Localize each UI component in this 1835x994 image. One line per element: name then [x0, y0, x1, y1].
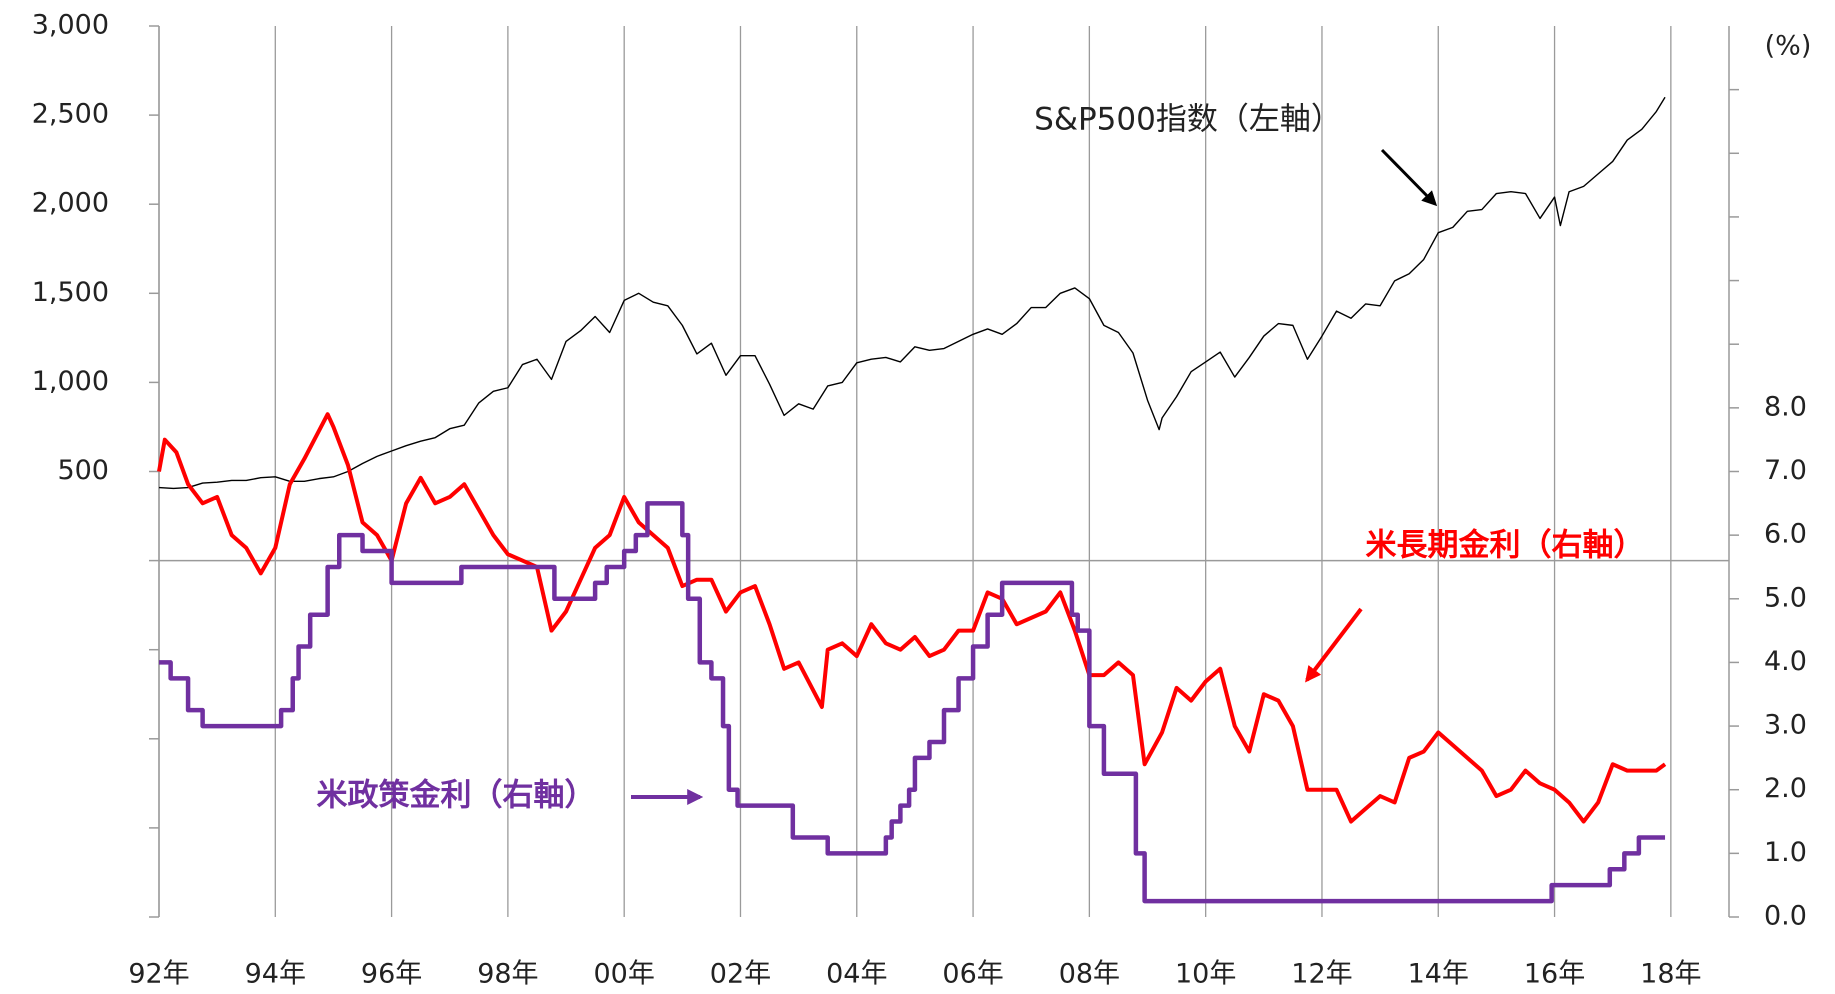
annotation-arrow [1380, 148, 1438, 207]
labels: (%) S&P500指数（左軸） 米長期金利（右軸） 米政策金利（右軸） 92年… [32, 10, 1812, 990]
y-tick-label: 500 [57, 455, 109, 486]
y2-tick-label: 5.0 [1764, 582, 1807, 613]
series-line [159, 501, 1666, 904]
y-tick-label: 3,000 [32, 10, 109, 41]
annotation-arrow [1305, 607, 1363, 683]
y2-tick-label: 7.0 [1764, 455, 1807, 486]
y2-tick-label: 1.0 [1764, 837, 1807, 868]
series-line [158, 96, 1666, 490]
y2-tick-label: 3.0 [1764, 710, 1807, 741]
x-tick-label: 10年 [1175, 959, 1236, 990]
grid [149, 25, 1739, 918]
x-tick-label: 06年 [942, 959, 1003, 990]
y2-tick-label: 8.0 [1764, 391, 1807, 422]
yield-annotation: 米長期金利（右軸） [1366, 528, 1645, 564]
x-tick-label: 94年 [245, 959, 306, 990]
x-tick-label: 04年 [826, 959, 887, 990]
y-tick-label: 2,000 [32, 188, 109, 219]
x-tick-label: 16年 [1524, 959, 1585, 990]
y2-tick-label: 4.0 [1764, 646, 1807, 677]
x-tick-label: 08年 [1059, 959, 1120, 990]
x-tick-label: 18年 [1640, 959, 1701, 990]
x-tick-label: 00年 [594, 959, 655, 990]
y-tick-label: 2,500 [32, 99, 109, 130]
x-tick-label: 12年 [1291, 959, 1352, 990]
y2-axis-label: (%) [1765, 31, 1812, 62]
y2-tick-label: 0.0 [1764, 901, 1807, 932]
y-tick-label: 1,500 [32, 277, 109, 308]
x-tick-label: 92年 [128, 959, 189, 990]
x-tick-label: 02年 [710, 959, 771, 990]
y-tick-label: 1,000 [32, 366, 109, 397]
y2-tick-label: 2.0 [1764, 773, 1807, 804]
x-tick-label: 98年 [477, 959, 538, 990]
sp500-annotation: S&P500指数（左軸） [1034, 102, 1342, 138]
x-tick-label: 96年 [361, 959, 422, 990]
y2-tick-label: 6.0 [1764, 519, 1807, 550]
x-tick-label: 14年 [1408, 959, 1469, 990]
policy-rate-annotation: 米政策金利（右軸） [317, 778, 596, 814]
series-line [157, 412, 1667, 824]
lines [157, 96, 1667, 904]
